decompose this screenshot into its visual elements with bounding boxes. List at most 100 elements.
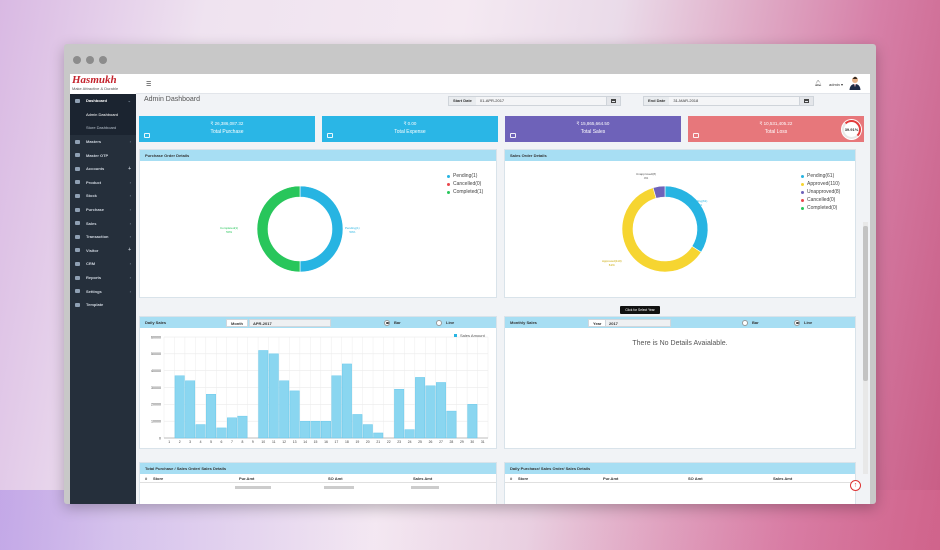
bar-day-27[interactable] (436, 382, 446, 439)
panel-header: Daily Sales Month APR-2017 Bar Line (140, 317, 496, 328)
legend-item-pending[interactable]: Pending(1) (447, 172, 483, 180)
y-tick-label: 0 (159, 436, 161, 440)
legend-item-approved[interactable]: Approved(110) (801, 180, 840, 188)
x-tick-label: 29 (460, 440, 464, 444)
bar-day-30[interactable] (467, 404, 478, 439)
bar-day-28[interactable] (446, 410, 457, 439)
x-tick-label: 4 (200, 440, 202, 444)
stat-total-purchase[interactable]: ₹ 26,386,087.32 Total Purchase (139, 116, 315, 142)
sidebar-item-crm[interactable]: CRM › (70, 257, 136, 271)
bar-day-13[interactable] (289, 390, 300, 439)
bar-day-20[interactable] (362, 424, 373, 439)
sales-icon (75, 221, 80, 226)
start-date-calendar-button[interactable] (605, 97, 620, 105)
y-tick-label: 60000 (151, 335, 161, 339)
sidebar-item-reports[interactable]: Reports › (70, 271, 136, 285)
window-dot-3[interactable] (99, 56, 107, 64)
bar-day-24[interactable] (404, 429, 415, 439)
end-date-calendar-button[interactable] (799, 97, 814, 105)
stat-total-sales[interactable]: ₹ 15,865,664.50 Total Sales (505, 116, 681, 142)
sidebar-item-sales[interactable]: Sales › (70, 216, 136, 230)
bell-icon[interactable]: 🔔︎ (814, 81, 822, 87)
month-select[interactable]: APR-2017 (249, 318, 331, 327)
year-select[interactable]: 2017 (605, 318, 671, 327)
bar-day-18[interactable] (341, 363, 352, 439)
sidebar-subitem-admin-dashboard[interactable]: Admin Dashboard (70, 107, 136, 122)
bar-day-6[interactable] (216, 427, 227, 439)
scrollbar-thumb[interactable] (863, 226, 868, 381)
user-menu[interactable]: admin ▾ (829, 82, 844, 87)
legend-item-unapproved[interactable]: Unapproved(8) (801, 188, 840, 196)
legend-item-completed[interactable]: Completed(1) (447, 188, 483, 196)
bar-day-15[interactable] (310, 420, 321, 439)
bar-day-23[interactable] (394, 388, 405, 439)
bar-day-3[interactable] (185, 380, 196, 439)
bar-day-12[interactable] (279, 380, 290, 439)
bar-radio[interactable] (742, 319, 748, 326)
sidebar-item-purchase[interactable]: Purchase › (70, 203, 136, 217)
sidebar-item-template[interactable]: Template (70, 298, 136, 312)
window-dot-1[interactable] (73, 56, 81, 64)
bar-day-11[interactable] (268, 353, 279, 439)
line-radio[interactable] (794, 319, 800, 326)
legend-item-pending[interactable]: Pending(61) (801, 172, 840, 180)
sidebar-item-stock[interactable]: Stock › (70, 189, 136, 203)
start-date-input[interactable]: 01-APR-2017 (475, 97, 606, 105)
bar-day-14[interactable] (300, 420, 311, 439)
scrollbar[interactable] (863, 222, 868, 474)
window-dot-2[interactable] (86, 56, 94, 64)
legend-item-completed[interactable]: Completed(0) (801, 204, 840, 212)
sidebar-item-master-otp[interactable]: Master OTP (70, 148, 136, 162)
donut-slice-unapproved[interactable] (652, 185, 666, 199)
donut-slice-completed[interactable] (256, 185, 301, 273)
bar-radio[interactable] (384, 319, 390, 326)
scroll-to-top-button[interactable]: ↑ (850, 480, 861, 491)
bar-day-2[interactable] (174, 375, 185, 439)
chart-legend-label: Sales Amount (460, 333, 486, 338)
sidebar-item-accounts[interactable]: Accounts + (70, 162, 136, 176)
calendar-icon (610, 99, 616, 103)
sidebar-item-product[interactable]: Product › (70, 176, 136, 190)
bar-day-25[interactable] (415, 377, 425, 439)
avatar[interactable] (849, 76, 861, 90)
brand-logo[interactable]: Hasmukh Make Attractive & Durable (70, 74, 136, 94)
donut-slice-pending[interactable] (299, 185, 344, 273)
bar-day-5[interactable] (206, 394, 216, 439)
stat-total-expense[interactable]: ₹ 0.00 Total Expense (322, 116, 498, 142)
sidebar-item-label: Accounts (86, 166, 105, 172)
sidebar-subitem-store-dashboard[interactable]: Store Dashboard (70, 121, 136, 135)
sidebar-item-settings[interactable]: Settings › (70, 284, 136, 298)
menu-toggle-icon[interactable]: ☰ (146, 82, 152, 88)
bar-day-10[interactable] (258, 350, 269, 439)
table-row (235, 486, 271, 489)
donut-slice-pending[interactable] (664, 185, 709, 253)
legend-item-cancelled[interactable]: Cancelled(0) (447, 180, 483, 188)
sidebar-item-dashboard[interactable]: Dashboard ⌄ (70, 94, 136, 108)
label-text: Completed(1) (220, 226, 239, 230)
bar-day-7[interactable] (227, 417, 237, 439)
y-tick-label: 10000 (151, 419, 161, 423)
legend-label: Pending(61) (807, 173, 835, 179)
bar-day-21[interactable] (373, 432, 384, 439)
sidebar-item-transaction[interactable]: Transaction › (70, 230, 136, 244)
line-radio[interactable] (436, 319, 442, 326)
sidebar-item-masters[interactable]: Masters › (70, 135, 136, 149)
sidebar-item-visitor[interactable]: Visitor + (70, 244, 136, 258)
line-radio-label[interactable]: Line (446, 319, 455, 325)
bar-day-26[interactable] (425, 385, 436, 439)
legend-item-cancelled[interactable]: Cancelled(0) (801, 196, 840, 204)
bar-day-17[interactable] (331, 375, 342, 439)
stat-total-loss[interactable]: ₹ 10,531,405.22 Total Loss 39.91% (688, 116, 864, 142)
bar-day-8[interactable] (237, 415, 248, 439)
bar-day-4[interactable] (195, 424, 206, 439)
bar-radio-label[interactable]: Bar (752, 319, 759, 325)
bar-day-19[interactable] (352, 414, 363, 439)
end-date-input[interactable]: 31-MAR-2018 (669, 97, 800, 105)
bar-radio-label[interactable]: Bar (394, 319, 401, 325)
x-tick-label: 24 (408, 440, 412, 444)
bar-day-16[interactable] (321, 420, 331, 439)
line-radio-label[interactable]: Line (804, 319, 813, 325)
daily-details-table: Daily Purchase/ Sales Order/ Sales Detai… (504, 462, 856, 504)
column-header: # (145, 475, 148, 481)
legend-swatch (447, 182, 450, 186)
